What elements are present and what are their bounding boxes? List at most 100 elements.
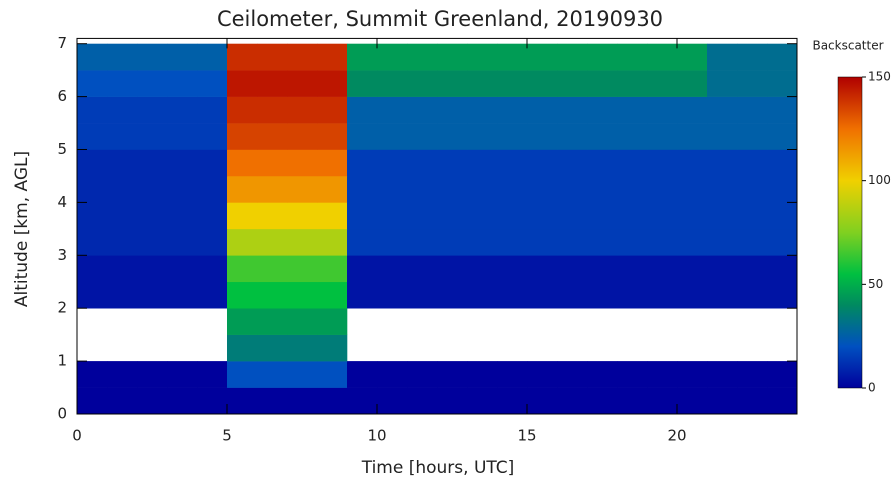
- heat-cell: [137, 44, 167, 71]
- heat-cell: [767, 123, 797, 150]
- heat-cell: [707, 97, 737, 124]
- heat-cell: [617, 282, 647, 309]
- heat-cell: [167, 255, 197, 282]
- heat-cell: [257, 282, 287, 309]
- heat-cell: [167, 202, 197, 229]
- heat-cell: [377, 97, 407, 124]
- heat-cell: [497, 97, 527, 124]
- heat-cell: [737, 255, 767, 282]
- heat-cell: [587, 150, 617, 177]
- heat-cell: [647, 44, 677, 71]
- heat-cell: [167, 150, 197, 177]
- heat-cell: [557, 255, 587, 282]
- heat-cell: [347, 123, 377, 150]
- heat-cell: [677, 361, 707, 388]
- heat-cell: [407, 388, 437, 415]
- heat-cell: [767, 44, 797, 71]
- heat-cell: [437, 229, 467, 256]
- heat-cell: [287, 150, 317, 177]
- heat-cell: [77, 97, 107, 124]
- heat-cell: [437, 44, 467, 71]
- heat-cell: [767, 97, 797, 124]
- heat-cell: [227, 44, 257, 71]
- heat-cell: [557, 388, 587, 415]
- heat-cell: [317, 335, 347, 362]
- heat-cell: [167, 282, 197, 309]
- heat-cell: [707, 255, 737, 282]
- heat-cell: [377, 229, 407, 256]
- heat-cell: [767, 176, 797, 203]
- heat-cell: [737, 176, 767, 203]
- heat-cell: [107, 229, 137, 256]
- colorbar-tick-label: 100: [868, 173, 891, 187]
- heat-cell: [257, 150, 287, 177]
- heat-cell: [617, 388, 647, 415]
- heat-cell: [557, 202, 587, 229]
- heat-cell: [287, 255, 317, 282]
- heat-cell: [377, 388, 407, 415]
- heat-cell: [257, 255, 287, 282]
- heat-cell: [77, 202, 107, 229]
- heat-cell: [467, 388, 497, 415]
- heat-cell: [587, 388, 617, 415]
- heat-cell: [377, 202, 407, 229]
- y-tick-label: 1: [57, 352, 67, 370]
- heat-cell: [287, 229, 317, 256]
- heat-cell: [587, 361, 617, 388]
- heat-cell: [587, 70, 617, 97]
- heat-cell: [497, 282, 527, 309]
- heat-cell: [497, 44, 527, 71]
- colorbar-tick-label: 50: [868, 277, 883, 291]
- colorbar-tick-label: 0: [868, 381, 876, 395]
- heat-cell: [377, 123, 407, 150]
- y-tick-label: 3: [57, 246, 67, 264]
- heat-cell: [707, 123, 737, 150]
- heat-cell: [137, 150, 167, 177]
- heat-cell: [497, 361, 527, 388]
- heat-cell: [167, 388, 197, 415]
- chart-title: Ceilometer, Summit Greenland, 20190930: [217, 7, 663, 31]
- heat-cell: [677, 176, 707, 203]
- heat-cell: [377, 44, 407, 71]
- heat-cell: [167, 229, 197, 256]
- heat-cell: [737, 150, 767, 177]
- heat-cell: [77, 176, 107, 203]
- heat-cell: [647, 282, 677, 309]
- heat-cell: [257, 229, 287, 256]
- heat-cell: [107, 361, 137, 388]
- heat-cell: [677, 282, 707, 309]
- heat-cell: [287, 123, 317, 150]
- heat-cell: [317, 44, 347, 71]
- heat-cell: [167, 70, 197, 97]
- heat-cell: [197, 361, 227, 388]
- heat-cell: [647, 150, 677, 177]
- heat-cell: [227, 150, 257, 177]
- heat-cell: [587, 255, 617, 282]
- heat-cell: [407, 44, 437, 71]
- heat-cell: [107, 97, 137, 124]
- heat-cell: [287, 97, 317, 124]
- heat-cell: [707, 361, 737, 388]
- heat-cell: [497, 255, 527, 282]
- heat-cell: [137, 97, 167, 124]
- heat-cell: [407, 150, 437, 177]
- heat-cell: [317, 176, 347, 203]
- heat-cell: [497, 150, 527, 177]
- heat-cell: [527, 70, 557, 97]
- heat-cell: [677, 255, 707, 282]
- heat-cell: [257, 361, 287, 388]
- heat-cell: [767, 202, 797, 229]
- x-axis-label: Time [hours, UTC]: [361, 458, 515, 478]
- heat-cell: [257, 123, 287, 150]
- heat-cell: [287, 176, 317, 203]
- heat-cell: [557, 176, 587, 203]
- x-tick-label: 20: [667, 427, 686, 445]
- heat-cell: [227, 361, 257, 388]
- heat-cell: [137, 282, 167, 309]
- heat-cell: [677, 70, 707, 97]
- heat-cell: [497, 202, 527, 229]
- heat-cell: [317, 255, 347, 282]
- heat-cell: [137, 255, 167, 282]
- heat-cell: [587, 97, 617, 124]
- heat-cell: [497, 123, 527, 150]
